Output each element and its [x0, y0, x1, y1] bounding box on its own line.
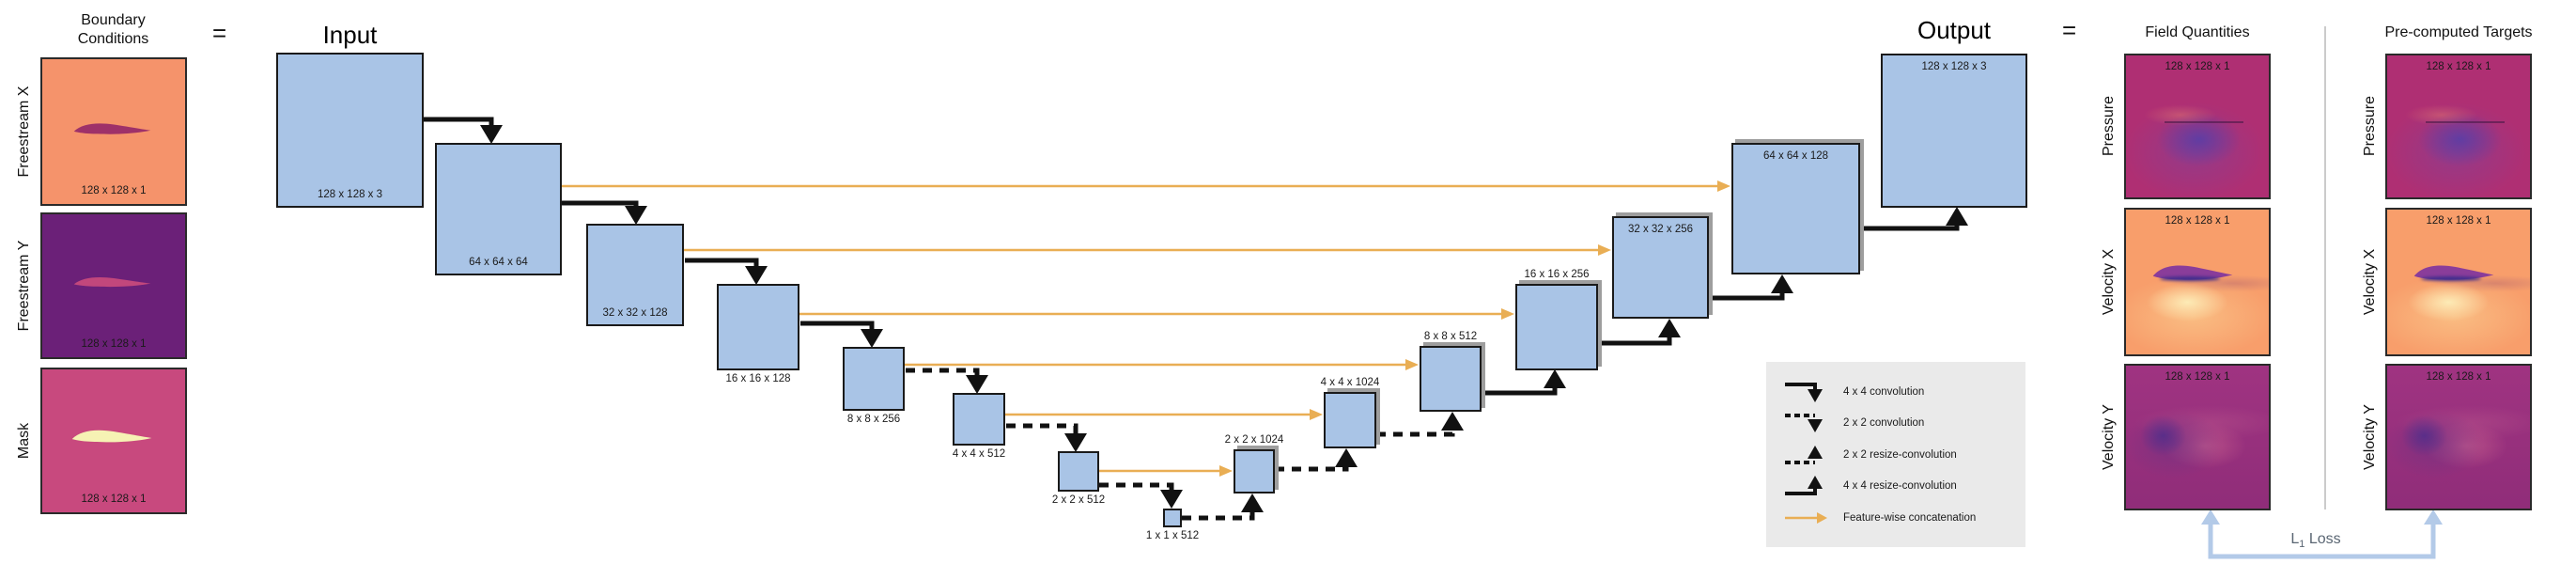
- unet-box-label: 4 x 4 x 1024: [1320, 377, 1380, 388]
- image-caption: 128 x 128 x 1: [2426, 215, 2491, 227]
- unet-box-label: 2 x 2 x 1024: [1224, 434, 1284, 446]
- unet-box-label: 2 x 2 x 512: [1051, 494, 1106, 506]
- unet-box-input-128x128x3: 128 x 128 x 3: [276, 53, 424, 208]
- field-image-velocity-x: 128 x 128 x 1: [2124, 208, 2271, 356]
- legend-row: 2 x 2 resize-convolution: [1783, 439, 2025, 471]
- target-image-velocity-y: 128 x 128 x 1: [2385, 364, 2532, 510]
- legend-icon-feature-wise-concatenation: [1785, 511, 1827, 524]
- image-caption: 128 x 128 x 1: [81, 494, 147, 505]
- image-caption: 128 x 128 x 1: [2426, 61, 2491, 72]
- unet-box-32x32x256: 32 x 32 x 256: [1612, 216, 1709, 319]
- target-label-velocity-y: Velocity Y: [2362, 404, 2378, 470]
- boundary-conditions-title: Boundary Conditions: [77, 12, 149, 47]
- unet-box-2x2x1024: 2 x 2 x 1024: [1225, 434, 1283, 494]
- boundary-image-freestream-x: 128 x 128 x 1: [40, 57, 187, 206]
- airfoil-shape: [2426, 121, 2505, 124]
- unet-box-8x8x256: 8 x 8 x 256: [843, 347, 905, 425]
- target-image-velocity-x: 128 x 128 x 1: [2385, 208, 2532, 356]
- airfoil-core: [2160, 275, 2221, 281]
- unet-box-label: 64 x 64 x 128: [1762, 150, 1829, 162]
- airfoil-shape: [72, 430, 152, 443]
- loss-bracket-arrowheads: [2201, 509, 2443, 525]
- input-title: Input: [322, 21, 378, 49]
- legend-label: 2 x 2 convolution: [1843, 417, 1925, 430]
- airfoil-shape: [2153, 265, 2233, 281]
- unet-box-64x64x64: 64 x 64 x 64: [435, 143, 562, 275]
- field-label-velocity-y: Velocity Y: [2101, 404, 2117, 470]
- unet-box-output-128x128x3: 128 x 128 x 3: [1881, 54, 2027, 208]
- equals-sign-right: =: [2062, 16, 2077, 44]
- unet-box-label: 16 x 16 x 256: [1524, 269, 1590, 280]
- unet-box-1x1x512: 1 x 1 x 512: [1146, 509, 1199, 541]
- legend-icon-4x4-convolution: [1785, 382, 1823, 402]
- legend-icon-2x2-convolution: [1785, 414, 1823, 433]
- legend-label: 2 x 2 resize-convolution: [1843, 448, 1957, 461]
- panel-label-mask: Mask: [16, 422, 32, 460]
- unet-box-label: 4 x 4 x 512: [952, 448, 1006, 460]
- unet-box-16x16x256: 16 x 16 x 256: [1515, 269, 1598, 370]
- field-quantities-header: Field Quantities: [2145, 24, 2250, 40]
- loss-prefix: L: [2290, 531, 2300, 547]
- l1-loss-label: L1 Loss: [2250, 531, 2382, 550]
- field-image-velocity-y: 128 x 128 x 1: [2124, 364, 2271, 510]
- unet-box-label: 32 x 32 x 256: [1627, 224, 1694, 235]
- airfoil-shape: [73, 123, 151, 134]
- legend: 4 x 4 convolution 2 x 2 convolution 2 x …: [1766, 362, 2025, 547]
- unet-box-2x2x512: 2 x 2 x 512: [1052, 451, 1105, 506]
- image-caption: 128 x 128 x 1: [2165, 215, 2230, 227]
- precomputed-targets-header: Pre-computed Targets: [2384, 24, 2533, 40]
- legend-row: 4 x 4 convolution: [1783, 376, 2025, 408]
- loss-subscript: 1: [2299, 539, 2305, 551]
- image-caption: 128 x 128 x 1: [81, 338, 147, 350]
- image-caption: 128 x 128 x 1: [2165, 371, 2230, 383]
- unet-box-label: 16 x 16 x 128: [725, 373, 791, 384]
- image-caption: 128 x 128 x 1: [81, 185, 147, 196]
- equals-sign-left: =: [212, 19, 227, 47]
- field-image-pressure: 128 x 128 x 1: [2124, 54, 2271, 199]
- unet-box-label: 128 x 128 x 3: [317, 189, 383, 200]
- airfoil-core: [2421, 275, 2482, 281]
- boundary-image-mask: 128 x 128 x 1: [40, 368, 187, 514]
- unet-box-8x8x512-decoder: 8 x 8 x 512: [1420, 331, 1482, 412]
- legend-label: Feature-wise concatenation: [1843, 511, 1977, 524]
- legend-icon-2x2-resize-convolution: [1785, 445, 1823, 464]
- airfoil-shape: [2414, 265, 2494, 281]
- unet-box-label: 8 x 8 x 512: [1423, 331, 1478, 342]
- unet-box-4x4x512: 4 x 4 x 512: [953, 393, 1005, 460]
- unet-box-32x32x128: 32 x 32 x 128: [586, 224, 684, 326]
- legend-label: 4 x 4 resize-convolution: [1843, 480, 1957, 493]
- column-divider: [2324, 26, 2326, 509]
- unet-box-4x4x1024: 4 x 4 x 1024: [1321, 377, 1379, 448]
- unet-box-64x64x128: 64 x 64 x 128: [1731, 143, 1860, 274]
- legend-row: Feature-wise concatenation: [1783, 502, 2025, 534]
- unet-box-16x16x128: 16 x 16 x 128: [717, 284, 799, 384]
- unet-box-label: 1 x 1 x 512: [1145, 530, 1200, 541]
- legend-label: 4 x 4 convolution: [1843, 385, 1925, 398]
- image-caption: 128 x 128 x 1: [2426, 371, 2491, 383]
- unet-box-label: 64 x 64 x 64: [469, 257, 528, 268]
- output-title: Output: [1916, 16, 1992, 44]
- loss-suffix: Loss: [2304, 531, 2341, 547]
- boundary-image-freestream-y: 128 x 128 x 1: [40, 212, 187, 359]
- unet-box-label: 8 x 8 x 256: [846, 414, 901, 425]
- target-image-pressure: 128 x 128 x 1: [2385, 54, 2532, 199]
- legend-row: 2 x 2 convolution: [1783, 408, 2025, 440]
- unet-box-label: 128 x 128 x 3: [1921, 61, 1987, 72]
- image-caption: 128 x 128 x 1: [2165, 61, 2230, 72]
- unet-box-label: 32 x 32 x 128: [602, 307, 668, 319]
- airfoil-shape: [2165, 121, 2243, 124]
- legend-icon-4x4-resize-convolution: [1785, 476, 1823, 496]
- legend-row: 4 x 4 resize-convolution: [1783, 471, 2025, 503]
- airfoil-shape: [73, 276, 151, 287]
